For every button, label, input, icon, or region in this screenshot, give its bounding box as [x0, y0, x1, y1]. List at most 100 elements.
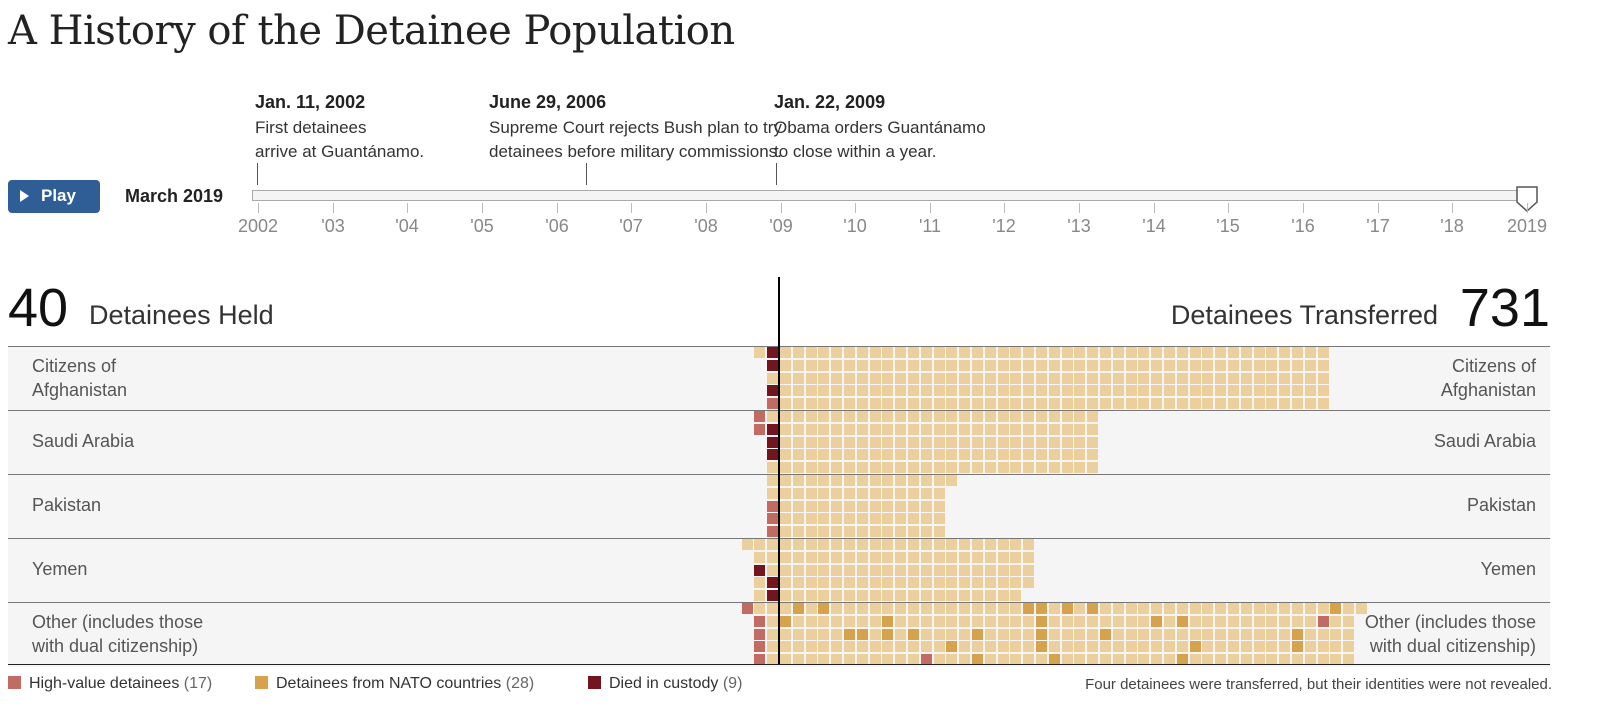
transferred-detainee-cell — [1164, 347, 1175, 358]
transferred-detainee-cell — [1010, 628, 1022, 640]
transferred-detainee-cell — [1112, 628, 1124, 640]
category-label-line: with dual citizenship) — [32, 636, 199, 656]
category-label-left: Other (includes those with dual citizensh… — [32, 610, 203, 658]
held-detainee-cell — [754, 615, 766, 627]
transferred-detainee-cell — [1266, 628, 1278, 640]
held-detainee-cell — [767, 475, 779, 486]
transferred-detainee-cell — [1112, 641, 1124, 653]
transferred-detainee-cell — [818, 603, 830, 614]
transferred-detainee-cell — [869, 462, 881, 474]
event-date: Jan. 11, 2002 — [255, 92, 366, 112]
transferred-detainee-cell — [856, 551, 868, 563]
transferred-detainee-cell — [882, 513, 894, 525]
transferred-detainee-cell — [895, 462, 907, 474]
transferred-detainee-cell — [844, 615, 855, 627]
transferred-detainee-cell — [1164, 641, 1175, 653]
category-label-right: Other (includes those with dual citizensh… — [1365, 610, 1536, 658]
legend-swatch-high-value — [8, 676, 21, 689]
transferred-detainee-cell — [818, 513, 830, 525]
year-label: 2019 — [1506, 216, 1548, 236]
event-date: Jan. 22, 2009 — [774, 92, 886, 112]
transferred-detainee-cell — [844, 385, 855, 397]
transferred-detainee-cell — [882, 347, 894, 358]
transferred-detainee-cell — [997, 641, 1009, 653]
transferred-detainee-cell — [831, 577, 843, 589]
transferred-detainee-cell — [1253, 398, 1265, 410]
transferred-detainee-cell — [1048, 398, 1060, 410]
transferred-detainee-cell — [1266, 359, 1278, 371]
transferred-detainee-cell — [1279, 641, 1291, 653]
transferred-detainee-cell — [997, 654, 1009, 666]
transferred-detainee-cell — [869, 500, 881, 512]
transferred-detainee-cell — [1215, 385, 1227, 397]
slider-handle-icon[interactable] — [1516, 186, 1538, 212]
transferred-detainee-cell — [831, 385, 843, 397]
transferred-detainee-cell — [1202, 641, 1214, 653]
transferred-detainee-cell — [792, 628, 804, 640]
transferred-detainee-cell — [946, 577, 958, 589]
transferred-detainee-cell — [805, 526, 817, 538]
year-tick — [1004, 203, 1005, 213]
transferred-detainee-cell — [805, 564, 817, 576]
transferred-detainee-cell — [805, 347, 817, 358]
transferred-detainee-cell — [805, 385, 817, 397]
transferred-detainee-cell — [882, 526, 894, 538]
transferred-detainee-cell — [920, 539, 932, 550]
transferred-detainee-cell — [844, 603, 855, 614]
transferred-detainee-cell — [1048, 385, 1060, 397]
transferred-detainee-cell — [1240, 615, 1252, 627]
held-detainee-cell — [754, 423, 766, 435]
transferred-detainee-cell — [1189, 398, 1201, 410]
transferred-detainee-cell — [1036, 385, 1047, 397]
transferred-detainee-cell — [1125, 654, 1137, 666]
transferred-detainee-cell — [959, 449, 971, 461]
held-detainee-cell — [754, 577, 766, 589]
transferred-detainee-cell — [869, 436, 881, 448]
transferred-detainee-cell — [1240, 359, 1252, 371]
transferred-detainee-cell — [1189, 654, 1201, 666]
year-label: '13 — [1067, 216, 1091, 236]
transferred-detainee-cell — [1112, 603, 1124, 614]
play-button[interactable]: Play — [8, 180, 100, 213]
transferred-detainee-cell — [805, 411, 817, 422]
transferred-detainee-cell — [818, 487, 830, 499]
year-label: '09 — [769, 216, 793, 236]
transferred-detainee-cell — [1189, 359, 1201, 371]
transferred-detainee-cell — [1061, 654, 1073, 666]
transferred-detainee-cell — [997, 398, 1009, 410]
transferred-detainee-cell — [780, 590, 791, 602]
transferred-detainee-cell — [895, 423, 907, 435]
transferred-detainee-cell — [984, 411, 996, 422]
transferred-detainee-cell — [1087, 372, 1099, 384]
transferred-detainee-cell — [869, 590, 881, 602]
transferred-detainee-cell — [1061, 359, 1073, 371]
transferred-detainee-cell — [856, 423, 868, 435]
transferred-detainee-cell — [908, 577, 919, 589]
transferred-detainee-cell — [959, 411, 971, 422]
transferred-detainee-cell — [818, 385, 830, 397]
held-detainee-cell — [767, 385, 779, 397]
transferred-detainee-cell — [1048, 411, 1060, 422]
event-text-line: Obama orders Guantánamo — [774, 118, 986, 137]
transferred-detainee-cell — [1074, 385, 1086, 397]
transferred-detainee-cell — [1036, 449, 1047, 461]
transferred-detainee-cell — [1176, 603, 1188, 614]
transferred-detainee-cell — [1010, 654, 1022, 666]
transferred-detainee-cell — [984, 359, 996, 371]
transferred-detainee-cell — [946, 411, 958, 422]
transferred-detainee-cell — [882, 411, 894, 422]
transferred-detainee-cell — [1100, 372, 1111, 384]
transferred-detainee-cell — [1061, 423, 1073, 435]
transferred-detainee-cell — [792, 615, 804, 627]
transferred-detainee-cell — [1266, 603, 1278, 614]
transferred-detainee-cell — [805, 372, 817, 384]
transferred-detainee-cell — [920, 359, 932, 371]
transferred-detainee-cell — [1304, 641, 1316, 653]
transferred-detainee-cell — [831, 500, 843, 512]
legend-count: (17) — [183, 675, 213, 692]
transferred-detainee-cell — [1074, 398, 1086, 410]
transferred-detainee-cell — [984, 615, 996, 627]
transferred-detainee-cell — [1215, 347, 1227, 358]
transferred-detainee-cell — [869, 577, 881, 589]
transferred-detainee-cell — [856, 615, 868, 627]
